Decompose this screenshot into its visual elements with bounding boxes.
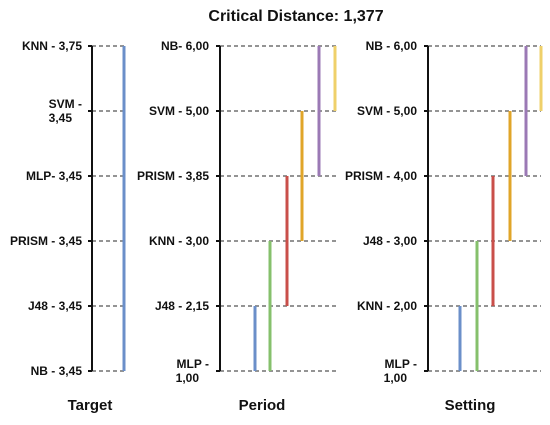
target-rank-label-5: NB - 3,45: [31, 364, 83, 378]
period-rank-label-4: J48 - 2,15: [155, 299, 209, 313]
setting-rank-label-1: SVM - 5,00: [357, 104, 417, 118]
setting-rank-label-5: MLP -1,00: [384, 357, 417, 385]
target-rank-label-1: SVM -3,45: [49, 97, 82, 125]
target-rank-label-3: PRISM - 3,45: [10, 234, 82, 248]
period-rank-label-5: MLP -1,00: [176, 357, 209, 385]
period-rank-label-5-line-1: 1,00: [176, 371, 200, 385]
target-rank-label-2: MLP- 3,45: [26, 169, 82, 183]
period-rank-label-5-line-0: MLP -: [177, 357, 209, 371]
target-rank-label-1-line-0: SVM -: [49, 97, 82, 111]
setting-rank-label-4: KNN - 2,00: [357, 299, 417, 313]
setting-rank-label-5-line-0: MLP -: [385, 357, 417, 371]
target-panel-name: Target: [68, 397, 113, 414]
period-rank-label-2: PRISM - 3,85: [137, 169, 209, 183]
period-panel-name: Period: [239, 397, 286, 414]
diagram-title: Critical Distance: 1,377: [208, 8, 383, 25]
setting-panel-name: Setting: [445, 397, 496, 414]
target-rank-label-4: J48 - 3,45: [28, 299, 82, 313]
period-rank-label-1: SVM - 5,00: [149, 104, 209, 118]
period-rank-label-3: KNN - 3,00: [149, 234, 209, 248]
setting-rank-label-0: NB - 6,00: [366, 39, 418, 53]
setting-rank-label-2: PRISM - 4,00: [345, 169, 417, 183]
setting-rank-label-3: J48 - 3,00: [363, 234, 417, 248]
period-rank-label-0: NB- 6,00: [161, 39, 209, 53]
target-rank-label-1-line-1: 3,45: [49, 111, 73, 125]
target-rank-label-0: KNN - 3,75: [22, 39, 82, 53]
setting-rank-label-5-line-1: 1,00: [384, 371, 408, 385]
